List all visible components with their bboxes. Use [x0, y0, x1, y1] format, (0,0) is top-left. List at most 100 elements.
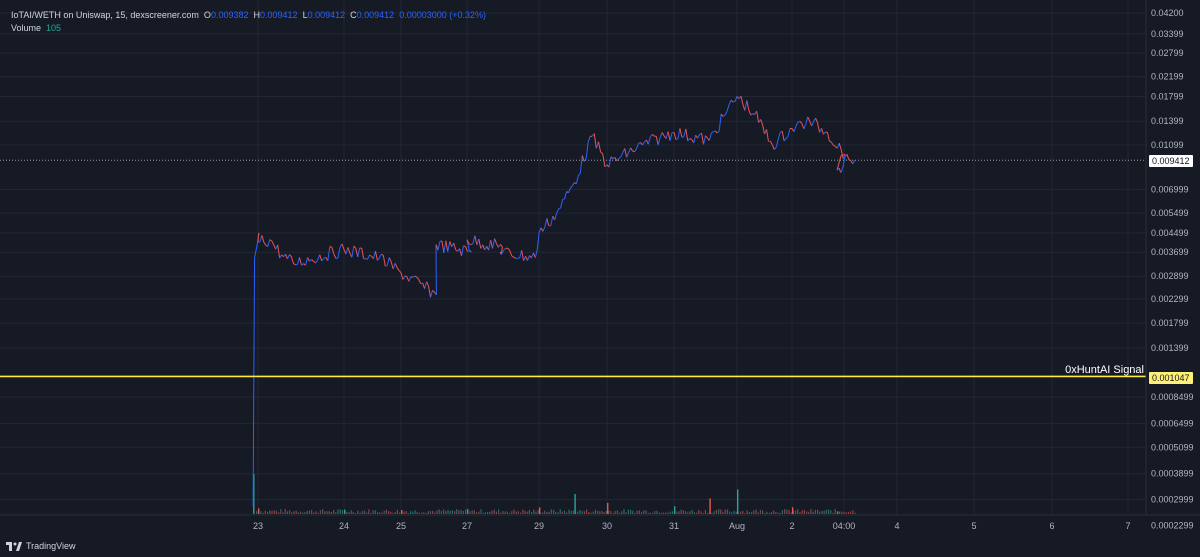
price-segment: [579, 155, 583, 174]
price-segment: [833, 144, 836, 147]
price-segment: [323, 256, 326, 259]
price-segment: [669, 132, 673, 141]
price-segment: [519, 250, 523, 259]
volume-bar: [623, 509, 625, 514]
price-segment: [388, 257, 392, 262]
open-value: 0.009382: [210, 10, 249, 20]
price-segment: [807, 116, 811, 122]
volume-bar: [691, 509, 693, 514]
price-segment: [412, 275, 416, 278]
volume-bar: [396, 509, 398, 514]
price-segment: [374, 250, 378, 261]
volume-bar: [737, 489, 739, 514]
time-axis[interactable]: 23 24 25 27 29 30 31 Aug 2 04:00 4 5 6 7: [253, 521, 1131, 531]
volume-bar: [372, 510, 374, 514]
time-tick-label: 6: [1049, 521, 1054, 531]
price-segment: [568, 187, 571, 193]
price-tick-label: 0.001799: [1151, 318, 1189, 328]
volume-bar: [605, 510, 607, 514]
volume-bar: [403, 511, 405, 514]
volume-bar: [473, 510, 475, 514]
price-segment: [544, 218, 548, 227]
high-label: H: [253, 10, 261, 20]
volume-bar: [667, 512, 669, 514]
volume-bar: [579, 509, 581, 514]
time-tick-label: 2: [789, 521, 794, 531]
volume-bar: [440, 511, 442, 514]
price-axis[interactable]: 0.04200 0.03399 0.02799 0.02199 0.01799 0.013…: [1151, 8, 1194, 531]
volume-bar: [528, 510, 530, 514]
price-segment: [679, 128, 683, 138]
volume-bar: [832, 512, 834, 514]
volume-bar: [427, 511, 429, 514]
price-segment: [689, 138, 692, 140]
price-segment: [466, 239, 470, 245]
price-segment: [713, 130, 716, 133]
volume-bar: [704, 510, 706, 514]
price-tick-label: 0.0008499: [1151, 392, 1194, 402]
price-segment: [550, 216, 554, 226]
volume-bar: [711, 512, 713, 514]
volume-bar: [399, 512, 401, 514]
tradingview-logo[interactable]: TradingView: [6, 541, 76, 551]
volume-bar: [588, 512, 590, 514]
price-segment: [628, 147, 632, 153]
price-segment: [484, 245, 488, 251]
price-segment: [361, 248, 365, 259]
price-segment: [531, 252, 534, 259]
volume-bar: [614, 511, 616, 514]
volume-bar: [726, 509, 728, 514]
volume-bar: [753, 510, 755, 514]
volume-bar: [674, 506, 676, 514]
price-segment: [805, 116, 809, 125]
volume-bar: [608, 510, 610, 514]
volume-bar: [366, 512, 368, 514]
volume-bar: [751, 512, 753, 514]
price-segment: [785, 135, 789, 139]
volume-bar: [773, 510, 775, 514]
price-segment: [840, 149, 844, 159]
price-segment: [762, 124, 766, 135]
price-segment: [422, 282, 426, 289]
price-segment: [500, 244, 503, 248]
price-segment: [351, 246, 355, 258]
price-tick-label: 0.002299: [1151, 294, 1189, 304]
volume-bar: [425, 512, 427, 514]
price-segment: [826, 132, 830, 141]
price-segment: [536, 232, 540, 251]
price-segment: [447, 241, 451, 252]
volume-bar: [344, 509, 346, 514]
volume-bar: [414, 510, 416, 514]
price-tick-label: 0.006999: [1151, 184, 1189, 194]
volume-bar: [405, 511, 407, 514]
volume-bar: [581, 511, 583, 514]
volume-bar: [641, 511, 643, 514]
volume-bar: [707, 512, 709, 514]
volume-bar: [568, 509, 570, 514]
price-segment: [494, 238, 497, 244]
volume-bar: [280, 509, 282, 514]
price-segment: [482, 244, 486, 251]
volume-bar: [324, 511, 326, 514]
volume-bar: [775, 511, 777, 514]
price-segment: [850, 160, 854, 165]
volume-bar: [293, 511, 295, 514]
volume-bar: [770, 512, 772, 514]
price-segment: [406, 276, 410, 282]
volume-bar: [790, 512, 792, 514]
volume-bar: [553, 509, 555, 514]
volume-bar: [489, 511, 491, 514]
price-segment: [728, 100, 732, 105]
volume-bar: [825, 509, 827, 514]
volume-bar: [531, 512, 533, 514]
price-segment: [353, 245, 357, 249]
volume-bar: [478, 511, 480, 514]
volume-bar: [539, 507, 541, 514]
price-segment: [521, 250, 525, 261]
volume-bar: [634, 512, 636, 514]
volume-bar: [746, 510, 748, 514]
volume-bar: [740, 511, 742, 514]
low-label: L: [302, 10, 308, 20]
volume-bar: [693, 512, 695, 514]
